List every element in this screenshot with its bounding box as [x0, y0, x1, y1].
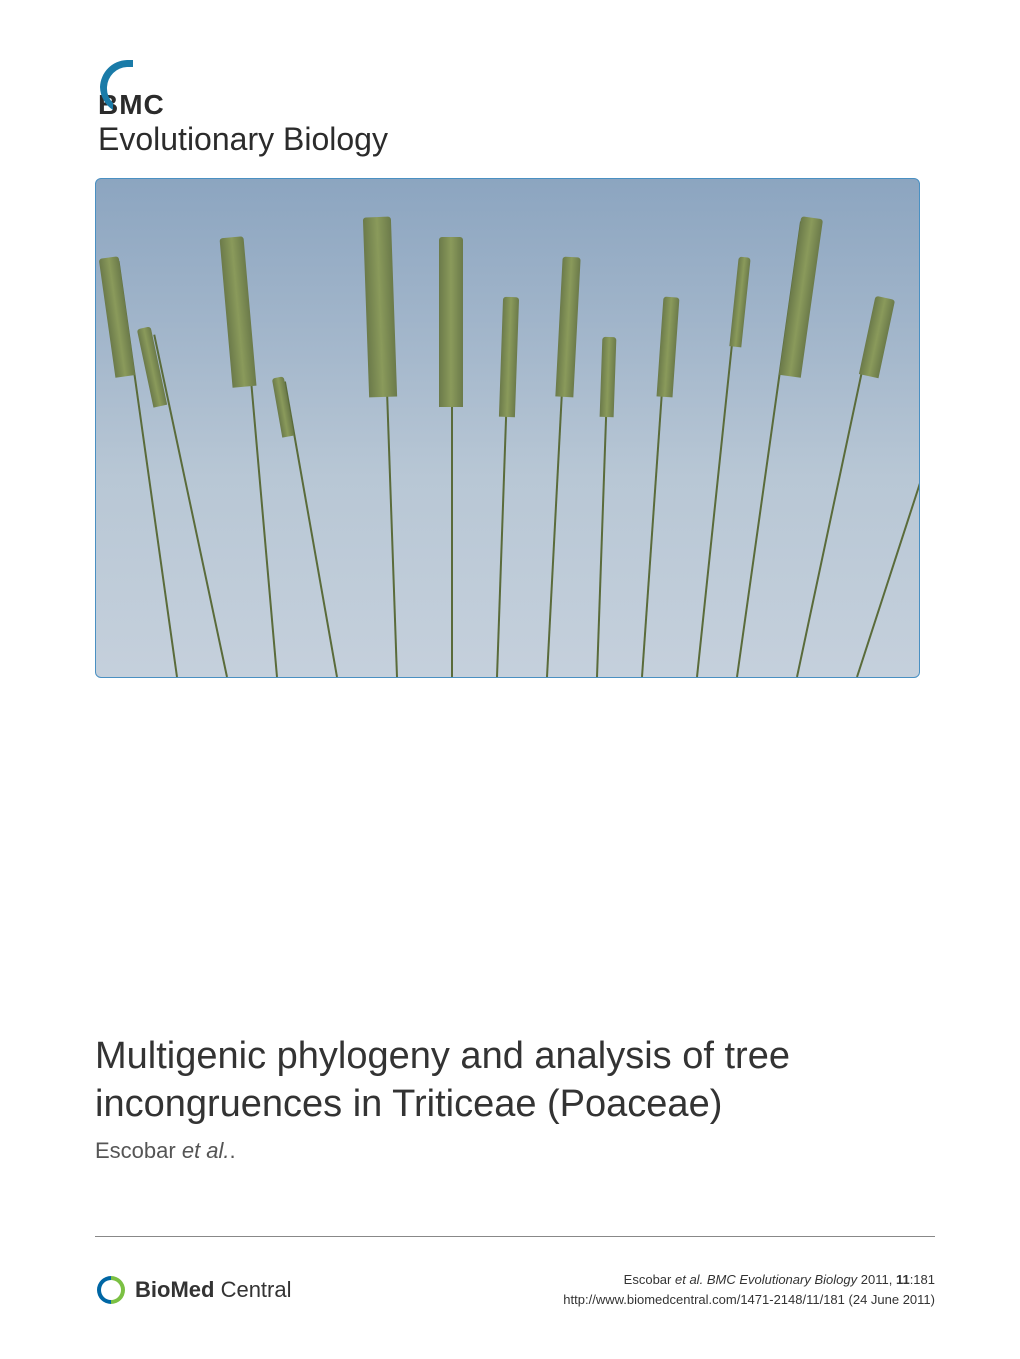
grass-head [779, 216, 823, 378]
grass-head [219, 236, 256, 388]
article-title-block: Multigenic phylogeny and analysis of tre… [95, 1033, 935, 1164]
grass-head [499, 297, 519, 417]
grass-head [729, 257, 750, 348]
citation-page: :181 [910, 1272, 935, 1287]
page-container: BMC Evolutionary Biology Multigenic phyl… [0, 0, 1020, 1359]
author-name: Escobar [95, 1138, 176, 1163]
article-title: Multigenic phylogeny and analysis of tre… [95, 1033, 935, 1128]
grass-head [272, 376, 294, 437]
grass-stem [856, 220, 920, 677]
citation-line-1: Escobar et al. BMC Evolutionary Biology … [563, 1270, 935, 1290]
journal-logo: BMC Evolutionary Biology [95, 55, 935, 158]
journal-name: Evolutionary Biology [98, 121, 388, 158]
footer-area: BioMed Central Escobar et al. BMC Evolut… [95, 1270, 935, 1309]
citation-year: 2011, [861, 1272, 893, 1287]
citation-url: http://www.biomedcentral.com/1471-2148/1… [563, 1290, 935, 1310]
author-suffix: et al. [182, 1138, 230, 1163]
grass-head [555, 257, 580, 398]
citation-author-suffix: et al. [675, 1272, 703, 1287]
grass-head [656, 297, 679, 398]
citation-author: Escobar [624, 1272, 672, 1287]
grass-stem [153, 334, 228, 677]
grass-head [99, 256, 136, 378]
divider-line [95, 1236, 935, 1237]
article-authors: Escobar et al.. [95, 1138, 935, 1164]
grass-head [599, 337, 616, 417]
biomed-central-icon [95, 1274, 127, 1306]
citation-block: Escobar et al. BMC Evolutionary Biology … [563, 1270, 935, 1309]
publisher-name: BioMed Central [135, 1277, 292, 1303]
grass-head [859, 296, 895, 378]
citation-volume: 11 [896, 1272, 910, 1287]
publisher-name-bold: BioMed [135, 1277, 214, 1302]
cover-image [95, 178, 920, 678]
publisher-name-regular: Central [214, 1277, 291, 1302]
publisher-logo: BioMed Central [95, 1274, 292, 1306]
grass-head [439, 237, 463, 407]
journal-text-block: BMC Evolutionary Biology [168, 63, 388, 158]
citation-journal: BMC Evolutionary Biology [707, 1272, 857, 1287]
grass-specimens-illustration [96, 179, 919, 677]
grass-head [363, 217, 397, 398]
bmc-logo-icon [95, 55, 160, 120]
